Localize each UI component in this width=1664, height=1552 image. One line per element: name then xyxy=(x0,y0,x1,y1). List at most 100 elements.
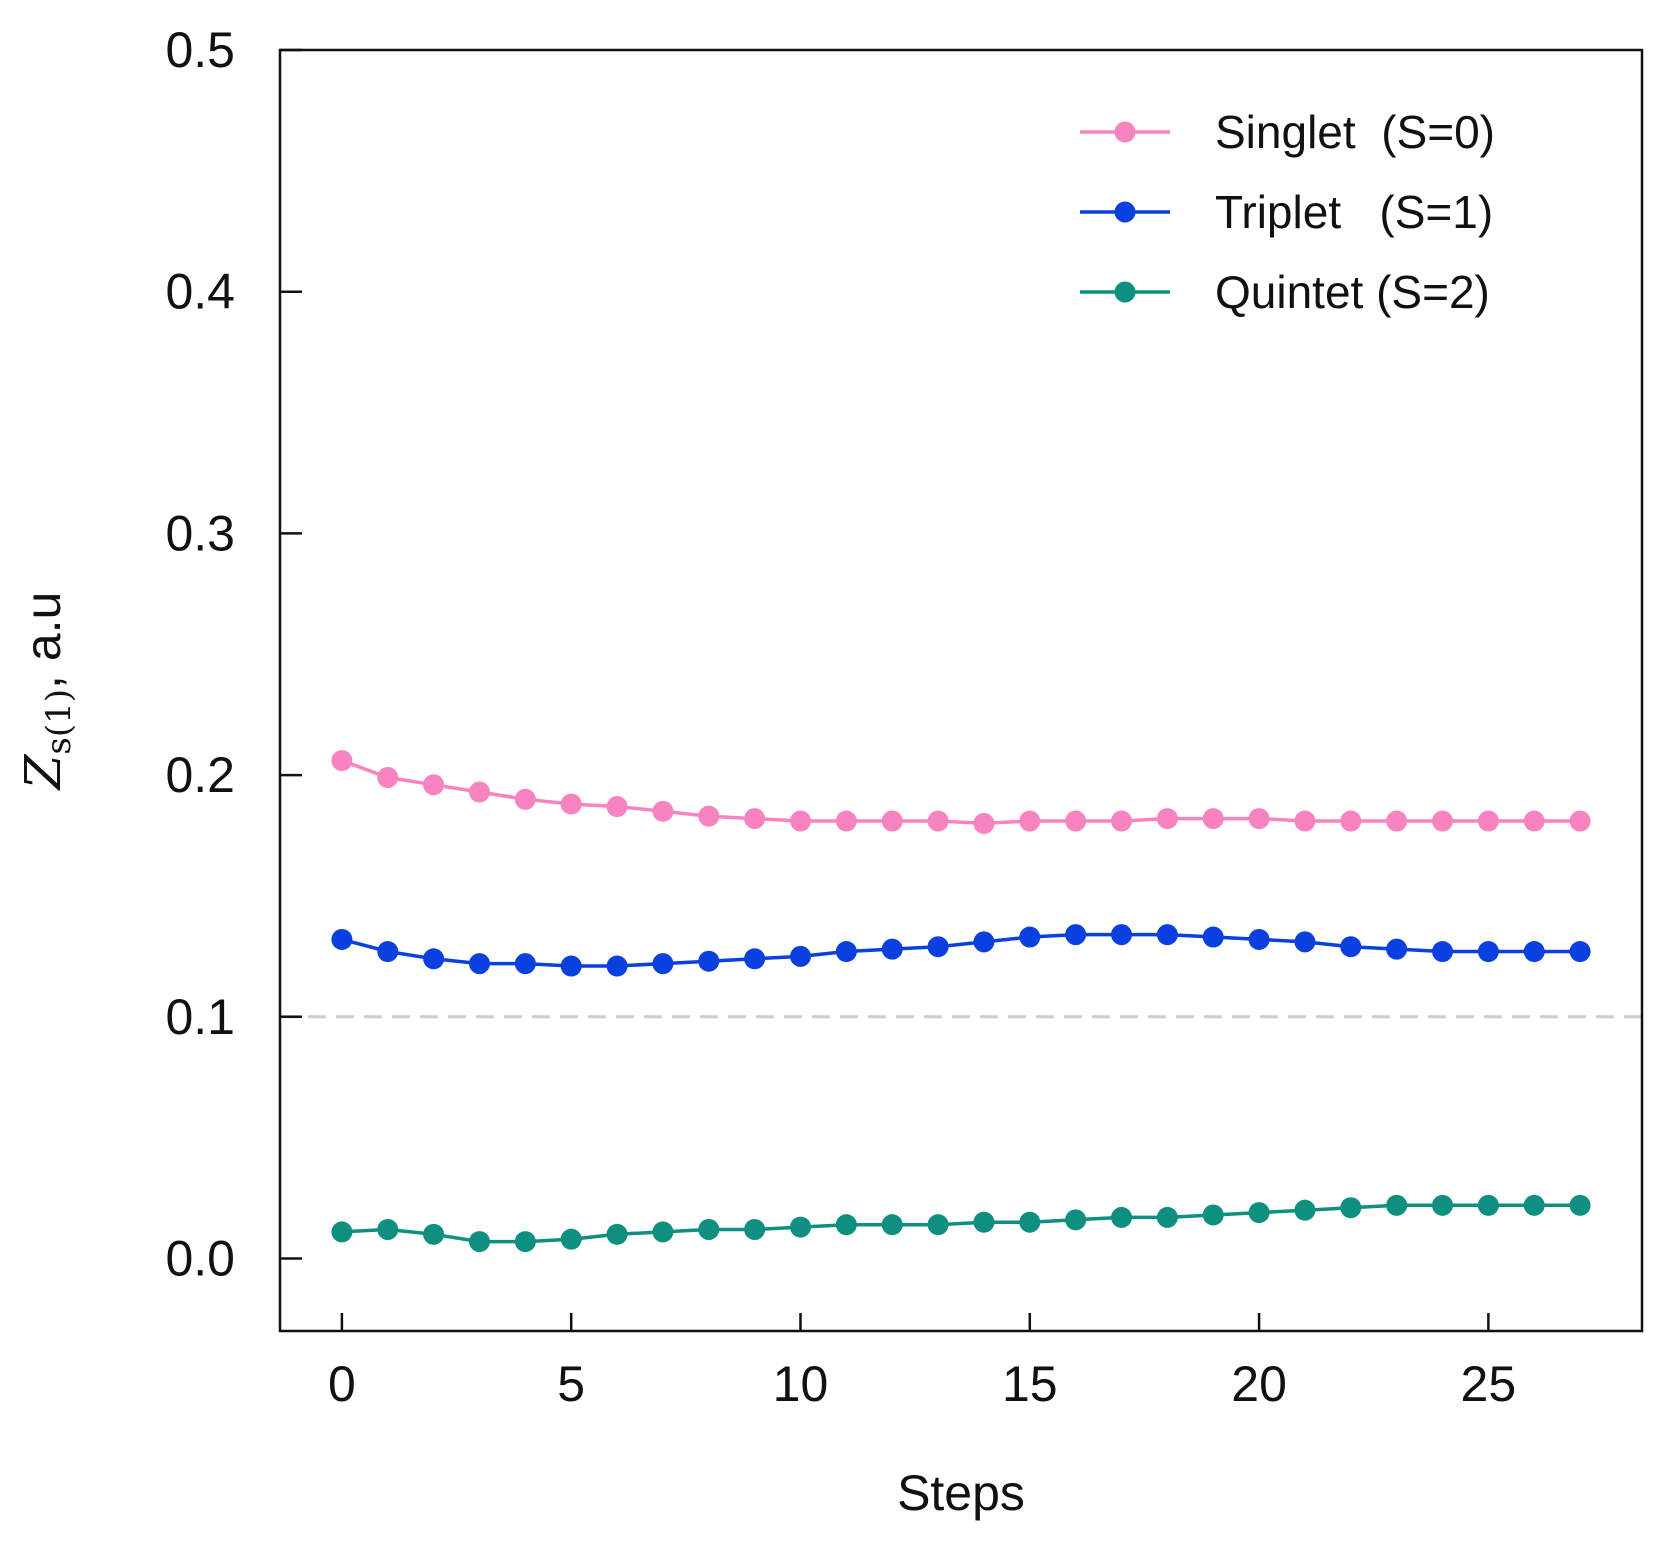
data-point xyxy=(927,810,949,832)
data-point xyxy=(744,1218,766,1240)
series-line xyxy=(341,1203,1581,1244)
y-tick-label: 0.3 xyxy=(165,505,235,561)
series-line xyxy=(341,758,1581,826)
data-point xyxy=(514,788,536,810)
y-tick-label: 0.0 xyxy=(165,1230,235,1286)
data-point xyxy=(881,1214,903,1236)
data-point xyxy=(1111,1206,1133,1228)
data-point xyxy=(1432,810,1454,832)
data-point xyxy=(1432,941,1454,963)
data-point xyxy=(1523,941,1545,963)
data-point xyxy=(1156,924,1178,946)
data-point xyxy=(423,1223,445,1245)
legend-label: Singlet (S=0) xyxy=(1215,106,1495,158)
series-2 xyxy=(331,924,1591,977)
ticks: 0 5 10 15 20 25 0.0 0.1 0.2 0.3 0.4 0.5 xyxy=(165,22,1516,1412)
data-point xyxy=(1294,810,1316,832)
data-point xyxy=(652,953,674,975)
y-axis-label-subscript: s(1) xyxy=(39,689,79,755)
series-line xyxy=(341,932,1581,968)
series-layer xyxy=(331,750,1591,1253)
data-point xyxy=(1065,924,1087,946)
legend-item: Triplet (S=1) xyxy=(1080,186,1493,238)
legend-item: Singlet (S=0) xyxy=(1080,106,1495,158)
data-point xyxy=(1569,1194,1591,1216)
data-point xyxy=(789,1216,811,1238)
data-point xyxy=(973,812,995,834)
data-point xyxy=(1432,1194,1454,1216)
legend-marker xyxy=(1114,281,1136,303)
axes xyxy=(278,48,1644,1333)
data-point xyxy=(927,1214,949,1236)
data-point xyxy=(835,941,857,963)
series-3 xyxy=(331,1194,1591,1253)
data-point xyxy=(560,793,582,815)
data-point xyxy=(1156,808,1178,830)
x-tick-label: 25 xyxy=(1461,1356,1517,1412)
y-tick-label: 0.5 xyxy=(165,22,235,78)
data-point xyxy=(331,928,353,950)
data-point xyxy=(881,938,903,960)
series-1 xyxy=(331,750,1591,834)
legend: Singlet (S=0) Triplet (S=1) Quintet (S=2) xyxy=(1080,106,1495,318)
data-point xyxy=(1156,1206,1178,1228)
data-point xyxy=(1386,938,1408,960)
data-point xyxy=(1111,810,1133,832)
data-point xyxy=(1569,941,1591,963)
data-point xyxy=(789,810,811,832)
data-point xyxy=(789,945,811,967)
data-point xyxy=(606,1223,628,1245)
data-point xyxy=(1523,1194,1545,1216)
legend-item: Quintet (S=2) xyxy=(1080,266,1490,318)
y-tick-label: 0.1 xyxy=(165,989,235,1045)
data-point xyxy=(1248,928,1270,950)
data-point xyxy=(468,953,490,975)
legend-label: Quintet (S=2) xyxy=(1215,266,1490,318)
data-point xyxy=(377,1218,399,1240)
legend-label: Triplet (S=1) xyxy=(1215,186,1493,238)
data-point xyxy=(698,950,720,972)
data-point xyxy=(1477,810,1499,832)
legend-marker xyxy=(1114,201,1136,223)
data-point xyxy=(560,1228,582,1250)
data-point xyxy=(468,1231,490,1253)
data-point xyxy=(377,767,399,789)
plot-frame xyxy=(278,48,1644,1333)
data-point xyxy=(835,1214,857,1236)
data-point xyxy=(331,1221,353,1243)
x-tick-label: 10 xyxy=(773,1356,829,1412)
data-point xyxy=(652,800,674,822)
data-point xyxy=(744,808,766,830)
data-point xyxy=(1477,1194,1499,1216)
data-point xyxy=(744,948,766,970)
data-point xyxy=(606,796,628,818)
data-point xyxy=(1523,810,1545,832)
data-point xyxy=(927,936,949,958)
x-tick-label: 5 xyxy=(557,1356,585,1412)
data-point xyxy=(331,750,353,772)
data-point xyxy=(1294,931,1316,953)
x-tick-label: 0 xyxy=(328,1356,356,1412)
data-point xyxy=(377,941,399,963)
data-point xyxy=(423,774,445,796)
data-point xyxy=(1019,810,1041,832)
data-point xyxy=(1569,810,1591,832)
data-point xyxy=(1386,1194,1408,1216)
data-point xyxy=(606,955,628,977)
data-point xyxy=(1294,1199,1316,1221)
data-point xyxy=(973,931,995,953)
data-point xyxy=(1340,1197,1362,1219)
x-tick-label: 20 xyxy=(1231,1356,1287,1412)
x-axis-label: Steps xyxy=(897,1465,1025,1521)
y-axis-label: Zs(1), a.u xyxy=(14,592,79,792)
data-point xyxy=(1477,941,1499,963)
data-point xyxy=(1202,926,1224,948)
data-point xyxy=(514,1231,536,1253)
x-tick-label: 15 xyxy=(1002,1356,1058,1412)
data-point xyxy=(1065,810,1087,832)
data-point xyxy=(881,810,903,832)
data-point xyxy=(1202,1204,1224,1226)
data-point xyxy=(560,955,582,977)
data-point xyxy=(652,1221,674,1243)
